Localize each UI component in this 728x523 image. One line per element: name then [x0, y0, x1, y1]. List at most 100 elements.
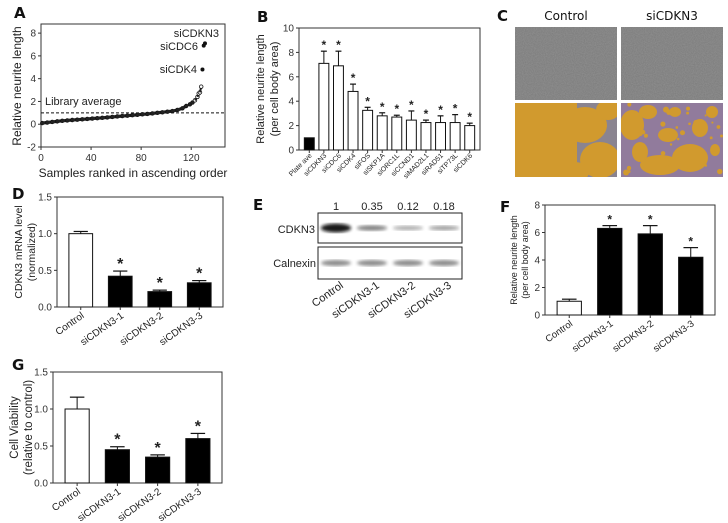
- bar: [420, 122, 432, 151]
- x-tick-label: siCDKN3-1: [76, 486, 124, 523]
- band-cdkn3: [392, 225, 424, 231]
- x-tick-label: Control: [50, 486, 83, 514]
- y-tick-label: 0: [534, 311, 540, 322]
- x-tick-label: siCDKN3-1: [79, 310, 127, 348]
- significance-star: *: [409, 98, 414, 112]
- y-tick-label: 4: [534, 256, 540, 267]
- cell-mask-sicdkn3: [621, 103, 723, 177]
- point-annotation: siCDKN3: [174, 28, 219, 40]
- panel-f-bar-chart: 0 2 4 6 8 Control * siCDKN3-1 * siCDKN3-2 * siCDKN3…: [509, 201, 716, 355]
- x-tick-label: siCDKN3-3: [651, 318, 696, 354]
- bar: [435, 122, 447, 151]
- x-tick-label: 0: [38, 153, 44, 164]
- y-tick-label: 0: [288, 146, 294, 157]
- y-tick-label: 1.5: [34, 368, 48, 379]
- significance-star: *: [157, 275, 164, 292]
- data-point: [202, 41, 207, 46]
- significance-star: *: [648, 213, 653, 227]
- significance-star: *: [196, 266, 203, 283]
- y-axis-label: Cell Viability: [9, 396, 21, 459]
- significance-star: *: [322, 38, 327, 52]
- band-cdkn3: [356, 225, 388, 231]
- y-tick-label: 1.5: [38, 193, 52, 204]
- plot-frame: [52, 371, 223, 484]
- y-tick-label: 6: [288, 72, 294, 83]
- y-tick-label: 0.0: [38, 303, 52, 314]
- band-quantification: 0.35: [361, 201, 382, 213]
- y-axis-label: (relative to control): [23, 380, 35, 475]
- x-tick-label: siCDKN3-2: [118, 310, 166, 348]
- band-quantification: 0.18: [433, 201, 454, 213]
- bar: [449, 122, 461, 151]
- column-label: siCDKN3: [646, 9, 698, 23]
- panel-label-g: G: [12, 356, 24, 374]
- bar: [637, 233, 663, 316]
- band-calnexin: [320, 260, 352, 266]
- significance-star: *: [688, 235, 693, 249]
- bar: [186, 282, 212, 308]
- y-tick-label: 6: [534, 228, 540, 239]
- y-tick-label: 0: [30, 120, 36, 131]
- y-axis-label: CDKN3 mRNA level: [13, 205, 25, 298]
- significance-star: *: [453, 102, 458, 116]
- significance-star: *: [424, 107, 429, 121]
- significance-star: *: [114, 432, 121, 449]
- panel-label-b: B: [257, 8, 268, 26]
- panel-label-a: A: [14, 4, 26, 22]
- panel-g-bar-chart: 0.0 0.5 1.0 1.5 Control * siCDKN3-1 * siCDKN3-2 *…: [9, 368, 223, 523]
- panel-label-d: D: [12, 185, 24, 203]
- significance-star: *: [117, 256, 124, 273]
- panel-label-e: E: [253, 196, 263, 214]
- y-tick-label: 10: [283, 24, 295, 35]
- x-tick-label: siCDKN3-2: [611, 318, 656, 354]
- band-calnexin: [392, 260, 424, 266]
- x-tick-label: Control: [544, 318, 575, 345]
- y-axis-label: Relative neurite length: [10, 26, 24, 145]
- phase-contrast-texture: [621, 27, 723, 100]
- significance-star: *: [336, 38, 341, 52]
- panel-label-c: C: [497, 7, 508, 25]
- panel-d-bar-chart: 0.0 0.5 1.0 1.5 Control * siCDKN3-1 * siCDKN3-2 *…: [13, 193, 224, 348]
- bar: [405, 119, 417, 151]
- y-tick-label: 8: [534, 201, 540, 212]
- bar: [333, 65, 344, 151]
- significance-star: *: [394, 102, 399, 116]
- y-tick-label: 0.5: [34, 442, 48, 453]
- phase-contrast-texture: [515, 27, 617, 100]
- band-cdkn3: [320, 223, 352, 233]
- band-quantification: 1: [333, 201, 339, 213]
- y-axis-label: (per cell body area): [269, 42, 281, 137]
- bar: [104, 449, 130, 484]
- plot-frame: [40, 23, 226, 148]
- point-annotation: siCDC6: [160, 41, 198, 53]
- bar: [185, 438, 211, 484]
- panel-e-western-blot: 1 0.35 0.12 0.18CDKN3CalnexinControlsiCDKN3…: [273, 201, 463, 321]
- plot-frame: [298, 27, 481, 151]
- x-tick-label: 80: [136, 153, 148, 164]
- x-tick-label: siCDKN3-2: [116, 486, 164, 523]
- bar: [597, 227, 623, 316]
- y-tick-label: 1.0: [34, 405, 48, 416]
- bar: [464, 125, 476, 151]
- x-tick-label: 40: [86, 153, 98, 164]
- y-tick-label: 1.0: [38, 229, 52, 240]
- y-axis-label: (per cell body area): [520, 221, 530, 299]
- panel-c-micrographs: Control siCDKN3: [515, 9, 723, 177]
- row-label: CDKN3: [278, 224, 315, 236]
- y-axis-label: Relative neurite length: [509, 215, 519, 305]
- y-tick-label: 4: [30, 74, 36, 85]
- bar: [145, 456, 171, 484]
- column-label: Control: [544, 9, 587, 23]
- y-tick-label: 0.5: [38, 266, 52, 277]
- significance-star: *: [467, 110, 472, 124]
- y-tick-label: 8: [30, 29, 36, 40]
- y-tick-label: 8: [288, 48, 294, 59]
- significance-star: *: [155, 440, 162, 457]
- x-tick-label: 120: [183, 153, 200, 164]
- x-axis-label: Samples ranked in ascending order: [39, 166, 228, 180]
- panel-label-f: F: [500, 198, 510, 216]
- y-tick-label: 2: [288, 121, 294, 132]
